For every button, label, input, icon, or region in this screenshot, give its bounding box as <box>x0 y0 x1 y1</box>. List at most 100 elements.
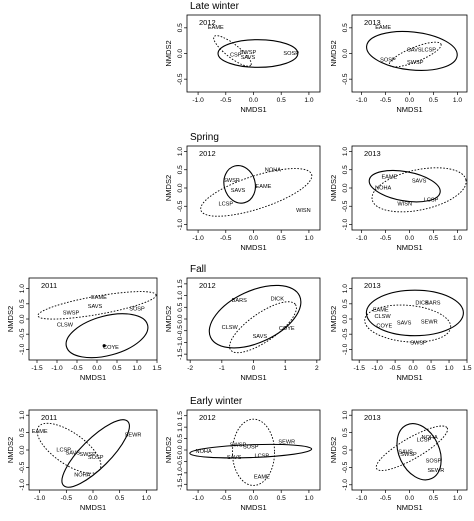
panel-year-label: 2012 <box>199 413 216 422</box>
x-tick-label: -1.0 <box>192 235 204 242</box>
y-tick-label: -0.5 <box>342 328 349 340</box>
species-label-sewr: SEWR <box>421 319 438 325</box>
species-label-eame: EAME <box>373 307 389 313</box>
y-axis-label: NMDS2 <box>329 40 338 66</box>
species-label-eame: EAME <box>91 295 107 301</box>
species-label-noha: NOHA <box>74 472 90 478</box>
species-label-noha: NOHA <box>422 435 438 441</box>
x-tick-label: 1.0 <box>453 495 462 502</box>
panel-year-label: 2013 <box>364 18 381 27</box>
species-label-sewr: SEWR <box>427 468 444 474</box>
x-tick-label: -0.5 <box>71 365 83 372</box>
y-tick-label: 0.5 <box>342 428 349 437</box>
ellipse-dotted <box>37 291 157 320</box>
ellipse-solid <box>61 419 130 488</box>
y-tick-label: -0.5 <box>19 328 26 340</box>
y-tick-label: 0.0 <box>177 49 184 58</box>
y-tick-label: -0.5 <box>177 73 184 85</box>
x-tick-label: 1.0 <box>444 365 453 372</box>
y-tick-label: 1.0 <box>177 291 184 300</box>
x-tick-label: 0.5 <box>426 365 435 372</box>
species-label-lcsp: LCSP <box>417 438 432 444</box>
x-tick-label: -0.5 <box>380 97 392 104</box>
species-label-wisn: WISN <box>296 208 311 214</box>
y-tick-label: 1.0 <box>19 410 26 419</box>
species-label-coye: COYE <box>103 345 119 351</box>
y-tick-label: -0.5 <box>177 455 184 467</box>
x-tick-label: -1.0 <box>356 97 368 104</box>
x-tick-label: -1.0 <box>356 495 368 502</box>
x-tick-label: 0.5 <box>429 97 438 104</box>
ellipse-dotted <box>371 167 467 213</box>
x-tick-label: 2 <box>315 365 319 372</box>
x-tick-label: 1.0 <box>132 365 141 372</box>
section-title-early-winter: Early winter <box>190 396 243 407</box>
y-axis-label: NMDS2 <box>164 437 173 463</box>
y-tick-label: -0.5 <box>342 73 349 85</box>
species-label-lcsp: LCSP <box>424 198 439 204</box>
y-tick-label: 1.0 <box>342 147 349 156</box>
ellipse-dotted <box>200 168 313 217</box>
x-tick-label: 1 <box>283 365 287 372</box>
species-label-lcsp: LCSP <box>218 201 233 207</box>
species-label-clsw: CLSW <box>222 325 239 331</box>
y-tick-label: 0.0 <box>177 445 184 454</box>
x-tick-label: -1 <box>219 365 225 372</box>
species-label-dick: DICK <box>415 300 429 306</box>
ellipse-solid <box>368 169 441 203</box>
x-axis-label: NMDS1 <box>396 373 422 382</box>
section-title-late-winter: Late winter <box>190 1 240 12</box>
x-tick-label: 1.5 <box>462 365 471 372</box>
x-tick-label: -0.5 <box>389 365 401 372</box>
y-tick-label: -1.0 <box>342 479 349 491</box>
y-tick-label: 0.0 <box>342 445 349 454</box>
y-tick-label: 1.0 <box>19 284 26 293</box>
plot-frame <box>186 145 321 231</box>
x-tick-label: 0.5 <box>277 97 286 104</box>
y-tick-label: 1.0 <box>342 410 349 419</box>
x-tick-label: 1.0 <box>453 97 462 104</box>
y-axis-label: NMDS2 <box>329 306 338 332</box>
species-label-bars: BARS <box>232 298 248 304</box>
species-label-bars: BARS <box>425 300 441 306</box>
panel-year-label: 2011 <box>41 413 57 422</box>
y-tick-label: 0.5 <box>342 165 349 174</box>
x-tick-label: 0.0 <box>249 97 258 104</box>
section-title-fall: Fall <box>190 264 206 275</box>
y-tick-label: -1.0 <box>342 219 349 231</box>
ellipse-dotted <box>229 301 297 354</box>
y-axis-label: NMDS2 <box>329 437 338 463</box>
y-axis-label: NMDS2 <box>6 306 15 332</box>
species-label-sewr: SEWR <box>278 439 295 445</box>
species-label-lcsp: LCSP <box>255 454 270 460</box>
x-axis-label: NMDS1 <box>240 243 266 252</box>
y-tick-label: 0.5 <box>342 23 349 32</box>
x-tick-label: 0.5 <box>429 235 438 242</box>
panel-year-label: 2012 <box>199 281 216 290</box>
species-label-swsp: SWSP <box>79 452 96 458</box>
panel-year-label: 2013 <box>364 413 381 422</box>
panel-early-winter-2013: -1.0 -0.5 0.0 0.5 1.0 -1.0 -0.5 0.0 0.5 1.0 NMDS1 N… <box>329 409 468 512</box>
plot-frame <box>186 277 321 361</box>
panel-fall-2011: -1.5 -1.0 -0.5 0.0 0.5 1.0 1.5 -1.0 -0.5 0.0 0.5 1.… <box>6 277 162 382</box>
panel-spring-2012: -1.0 -0.5 0.0 0.5 1.0 -1.0 -0.5 0.0 0.5 1.0 NMDS1 N… <box>164 145 321 252</box>
x-tick-label: 0.0 <box>405 97 414 104</box>
ellipse-dotted <box>36 422 102 474</box>
panel-late-winter-2012: -1.0 -0.5 0.0 0.5 1.0 -0.5 0.0 0.5 NMDS1 NMDS2 201… <box>164 14 321 114</box>
panel-early-winter-2012: -1.0 -0.5 0.0 0.5 1.0-1.5-1.0-0.50.00.51.01.… <box>164 409 321 512</box>
x-tick-label: 0.5 <box>277 235 286 242</box>
species-label-savs: SAVS <box>231 188 246 194</box>
x-tick-label: 0.0 <box>249 235 258 242</box>
species-label-noha: NOHA <box>375 185 391 191</box>
species-label-swsp: SWSP <box>410 341 427 347</box>
x-tick-label: -0.5 <box>220 495 232 502</box>
species-label-sosp: SOSP <box>88 455 104 461</box>
species-label-savs: SAVS <box>398 450 413 456</box>
x-tick-label: -1.0 <box>34 495 46 502</box>
species-label-savs: SAVS <box>412 179 427 185</box>
species-label-sosp: SOSP <box>129 306 145 312</box>
y-tick-label: 0.5 <box>19 299 26 308</box>
y-axis-label: NMDS2 <box>164 40 173 66</box>
species-label-eame: EAME <box>208 25 224 31</box>
y-tick-label: -1.0 <box>19 479 26 491</box>
